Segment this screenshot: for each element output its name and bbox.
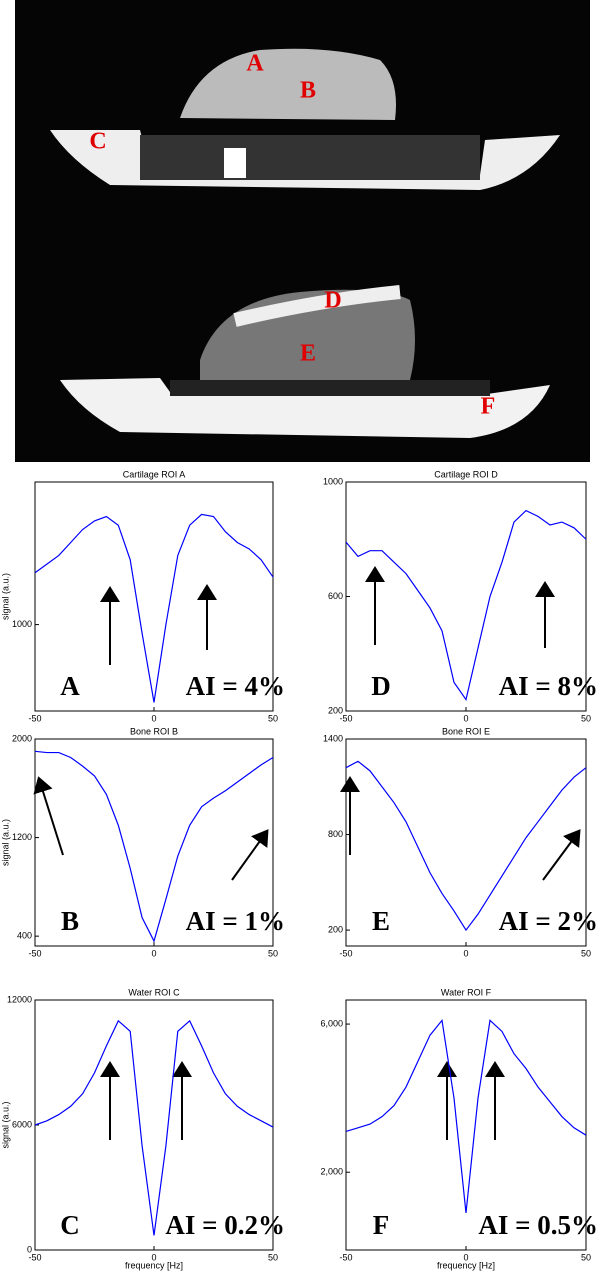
y-tick-label: 1000 (323, 476, 343, 486)
x-tick-label: 50 (268, 713, 278, 723)
x-tick-label: 0 (463, 948, 468, 958)
x-tick-label: -50 (28, 948, 41, 958)
panel-label: E (372, 906, 390, 936)
mri-image (15, 0, 590, 462)
x-tick-label: 0 (151, 713, 156, 723)
y-tick-label: 2,000 (320, 1167, 343, 1177)
y-tick-label: 6000 (12, 1119, 32, 1129)
panel-label: C (60, 1210, 80, 1240)
line (34, 513, 274, 703)
y-tick-label: 1000 (12, 619, 32, 629)
x-axis-label: frequency [Hz] (125, 1260, 183, 1270)
y-axis-label: signal (a.u.) (0, 1101, 10, 1148)
y-tick-label: 0 (27, 1244, 32, 1254)
image-label: E (300, 341, 316, 367)
y-axis-label: signal (a.u.) (0, 819, 10, 866)
annotation: AI = 8% (499, 671, 598, 701)
line (34, 750, 274, 943)
chart-title: Bone ROI E (442, 726, 490, 736)
chart-title: Water ROI F (441, 987, 492, 997)
image-label: D (324, 288, 341, 314)
arrows (33, 566, 581, 1140)
x-tick-label: 0 (463, 713, 468, 723)
panel-label: F (373, 1210, 390, 1240)
x-tick-label: 0 (151, 948, 156, 958)
x-tick-label: -50 (28, 1252, 41, 1262)
annotation: AI = 1% (186, 906, 285, 936)
x-tick-label: 50 (268, 1252, 278, 1262)
y-tick-label: 200 (328, 705, 343, 715)
chart-title: Cartilage ROI D (434, 469, 498, 479)
y-tick-label: 1400 (323, 733, 343, 743)
panel-label: D (371, 671, 391, 701)
image-label: B (300, 78, 316, 104)
panel-label: B (61, 906, 79, 936)
y-tick-label: 1200 (12, 832, 32, 842)
line (345, 760, 587, 932)
line (345, 1018, 587, 1214)
y-tick-label: 200 (328, 924, 343, 934)
panel-label: A (60, 671, 80, 701)
x-tick-label: 50 (581, 1252, 591, 1262)
image-label: F (481, 394, 496, 420)
x-tick-label: 0 (151, 1252, 156, 1262)
chart-title: Cartilage ROI A (123, 469, 186, 479)
y-tick-label: 6,000 (320, 1018, 343, 1028)
y-tick-label: 800 (328, 829, 343, 839)
x-tick-label: -50 (339, 948, 352, 958)
annotation: AI = 4% (186, 671, 285, 701)
line (34, 1019, 274, 1236)
x-tick-label: 50 (268, 948, 278, 958)
annotation: AI = 0.2% (165, 1210, 285, 1240)
y-tick-label: 2000 (12, 733, 32, 743)
x-tick-label: -50 (339, 1252, 352, 1262)
image-label: C (89, 129, 106, 155)
line (345, 509, 587, 701)
x-tick-label: 50 (581, 948, 591, 958)
x-tick-label: -50 (28, 713, 41, 723)
x-tick-label: 50 (581, 713, 591, 723)
y-tick-label: 600 (328, 591, 343, 601)
y-tick-label: 12000 (7, 994, 32, 1004)
x-axis-label: frequency [Hz] (437, 1260, 495, 1270)
image-label: A (246, 51, 264, 77)
chart-title: Water ROI C (128, 987, 180, 997)
y-tick-label: 400 (17, 931, 32, 941)
x-tick-label: 0 (463, 1252, 468, 1262)
y-axis-label: signal (a.u.) (0, 573, 10, 620)
x-tick-label: -50 (339, 713, 352, 723)
chart-title: Bone ROI B (130, 726, 178, 736)
annotation: AI = 0.5% (478, 1210, 598, 1240)
annotation: AI = 2% (499, 906, 598, 936)
